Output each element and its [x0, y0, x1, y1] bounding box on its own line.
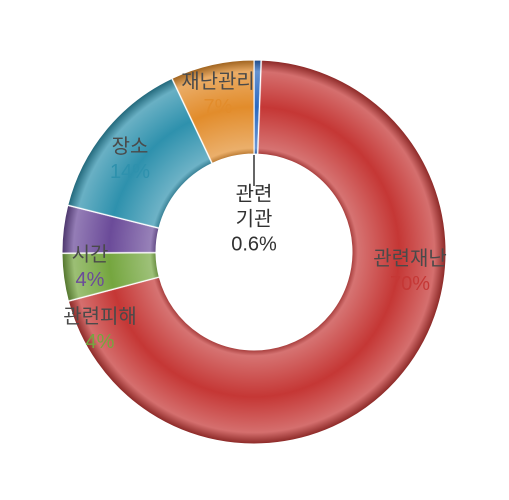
- label-related_disaster-name: 관련재난: [373, 247, 447, 272]
- label-disaster_mgmt-pct: 7%: [181, 95, 255, 120]
- label-time-pct: 4%: [72, 268, 109, 293]
- center-label-pct: 0.6%: [231, 233, 277, 258]
- label-disaster_mgmt-name: 재난관리: [181, 70, 255, 95]
- label-place-pct: 14%: [110, 160, 150, 185]
- donut-chart: 관련기관0.6%관련재난70%관련피해4%시간4%장소14%재난관리7%: [0, 0, 509, 500]
- label-place: 장소14%: [110, 135, 150, 185]
- center-label-name-0: 관련: [231, 183, 277, 208]
- label-related_disaster-pct: 70%: [373, 272, 447, 297]
- label-related_damage-name: 관련피해: [63, 305, 137, 330]
- label-disaster_mgmt: 재난관리7%: [181, 70, 255, 120]
- label-related_damage-pct: 4%: [63, 330, 137, 355]
- center-label: 관련기관0.6%: [231, 183, 277, 258]
- label-time: 시간4%: [72, 243, 109, 293]
- label-place-name: 장소: [110, 135, 150, 160]
- label-related_damage: 관련피해4%: [63, 305, 137, 355]
- label-related_disaster: 관련재난70%: [373, 247, 447, 297]
- center-label-name-1: 기관: [231, 208, 277, 233]
- label-time-name: 시간: [72, 243, 109, 268]
